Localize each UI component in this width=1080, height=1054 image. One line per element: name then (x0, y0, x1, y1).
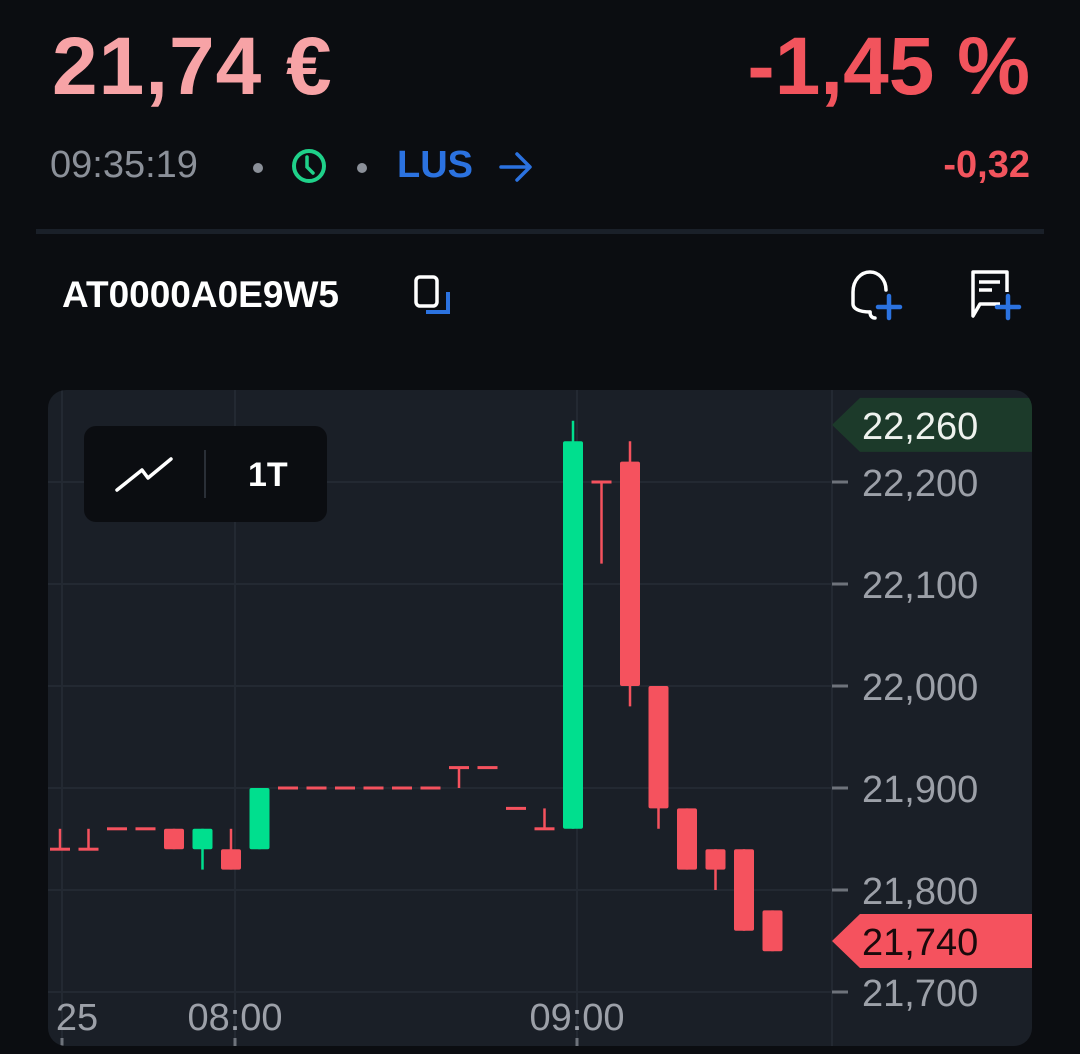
candle-body (420, 786, 441, 790)
separator-dot (253, 163, 263, 173)
candle-body (306, 786, 327, 790)
price-tick-label: 21,800 (862, 871, 978, 913)
candle-body (734, 849, 754, 931)
last-price-tag: 21,740 (862, 922, 978, 964)
timeframe-button[interactable]: 1T (248, 456, 288, 494)
clock-icon (292, 149, 326, 183)
change-percent: -1,45 % (747, 21, 1030, 112)
time-tick-label: 09:00 (529, 997, 624, 1039)
candlestick-chart[interactable]: 22,200 22,100 22,000 21,900 21,800 21,700 25 0… (48, 390, 1032, 1046)
price-tick-label: 22,200 (862, 463, 978, 505)
candle-body (135, 827, 156, 831)
candle-body (477, 766, 498, 770)
candle-body (221, 849, 241, 870)
high-price-tag-background (832, 397, 1032, 452)
candle-body (563, 441, 583, 829)
candle-body (164, 828, 184, 850)
last-price: 21,74 € (52, 21, 333, 112)
candle-body (506, 806, 526, 810)
price-axis: 22,200 22,100 22,000 21,900 21,800 21,700 (832, 463, 978, 1015)
line-chart-icon[interactable] (114, 454, 174, 494)
candle-body (677, 808, 697, 870)
candle-body (50, 847, 70, 851)
candle-body (363, 786, 384, 790)
isin-label: AT0000A0E9W5 (62, 274, 339, 315)
high-price-tag: 22,260 (862, 406, 978, 448)
price-tick-label: 21,900 (862, 769, 978, 811)
separator-dot (357, 163, 367, 173)
candle-body (591, 480, 612, 484)
time-tick-label: 08:00 (187, 997, 282, 1039)
change-absolute: -0,32 (943, 144, 1030, 186)
chat-plus-icon[interactable] (968, 268, 1024, 322)
candle-body (705, 849, 726, 870)
chart-toolbar: 1T (84, 426, 327, 522)
toolbar-divider (204, 450, 206, 498)
candle-body (534, 827, 555, 831)
price-chart[interactable]: 22,200 22,100 22,000 21,900 21,800 21,700 25 0… (48, 390, 1032, 1046)
time-tick-label: 25 (56, 997, 98, 1039)
candle-body (249, 788, 270, 850)
candle-body (648, 686, 669, 809)
price-tick-label: 22,100 (862, 565, 978, 607)
last-price-tag-background (832, 914, 1032, 968)
time-axis: 25 08:00 09:00 (56, 997, 625, 1046)
copy-icon[interactable] (412, 274, 456, 318)
price-tick-label: 22,000 (862, 667, 978, 709)
candle-body (278, 786, 298, 790)
candles (50, 420, 783, 952)
candle-body (192, 828, 213, 850)
venue-link[interactable]: LUS (397, 144, 473, 187)
candle-body (620, 461, 640, 686)
price-tick-label: 21,700 (862, 973, 978, 1015)
venue-label: LUS (397, 144, 473, 186)
candle-body (392, 786, 412, 790)
candle-body (107, 827, 127, 831)
candle-body (762, 910, 783, 952)
price-tags: 22,260 21,740 (832, 397, 1032, 968)
arrow-right-icon[interactable] (498, 150, 534, 184)
candle-body (449, 766, 469, 770)
bell-plus-icon[interactable] (848, 268, 904, 322)
quote-time: 09:35:19 (50, 144, 198, 186)
candle-body (335, 786, 355, 790)
candle-body (78, 847, 99, 851)
divider (36, 229, 1044, 234)
